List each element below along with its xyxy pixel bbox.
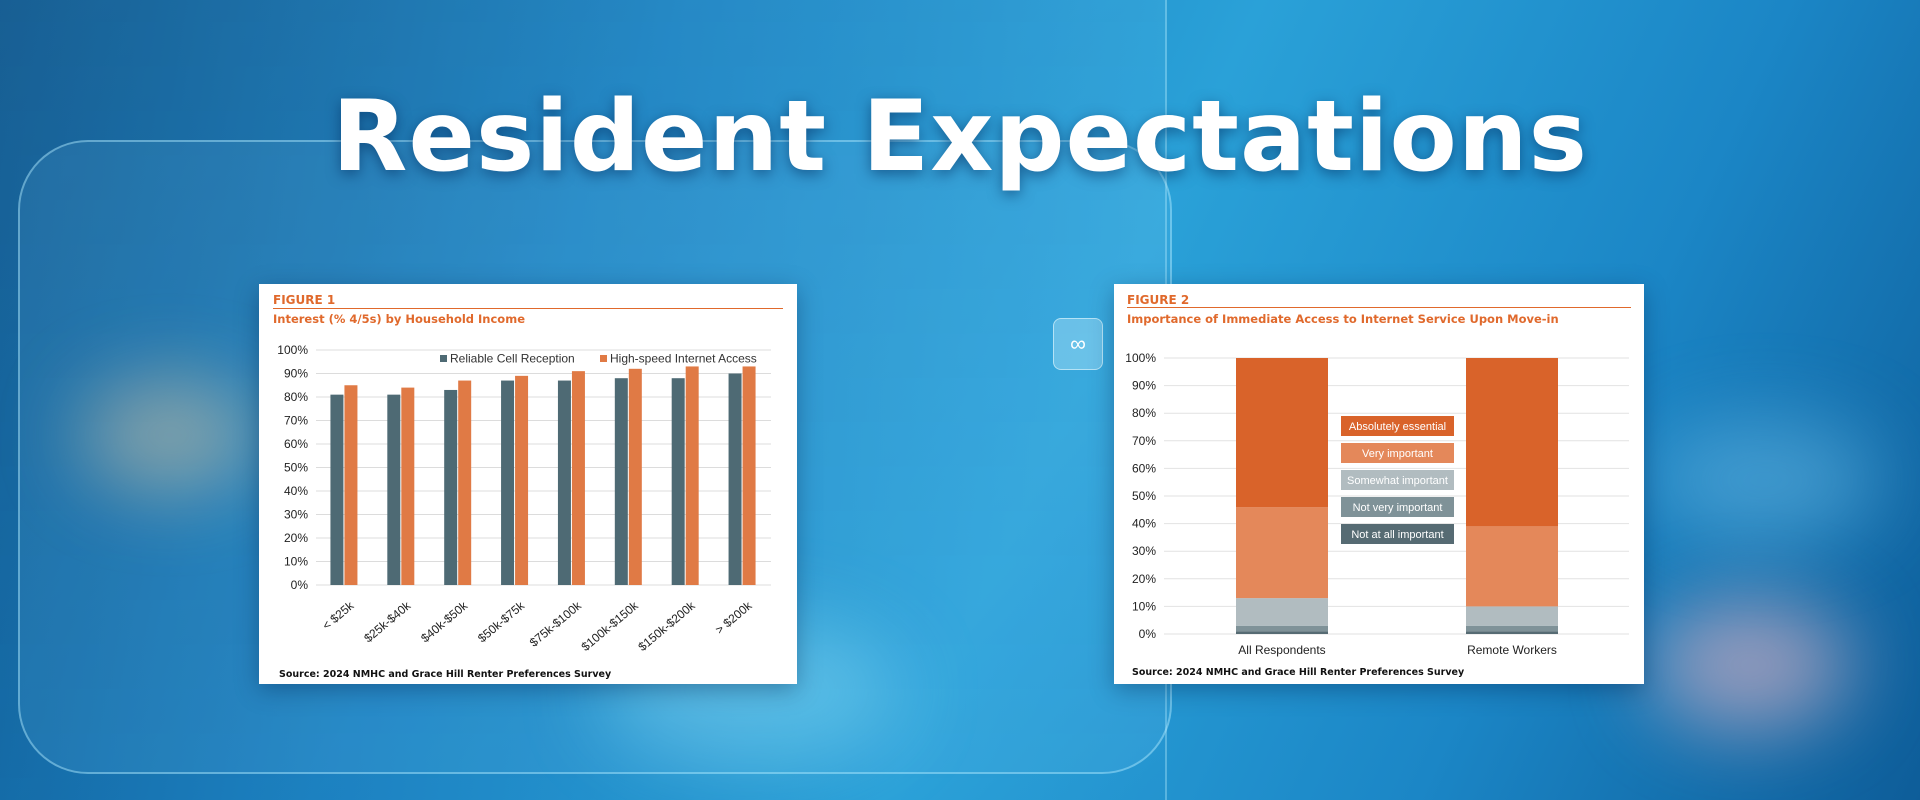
x-tick-label: $100k-$150k xyxy=(579,598,642,654)
bar-cell-reception xyxy=(501,380,515,585)
bar-internet-access xyxy=(458,380,472,585)
x-tick-label: $25k-$40k xyxy=(361,598,414,645)
legend-box xyxy=(1341,443,1454,463)
figure-2-chart: 0% 10% 20% 30% 40% 50% 60% 70% 80% 90% 100% All Res… xyxy=(1125,351,1629,657)
figure-1-source: Source: 2024 NMHC and Grace Hill Renter … xyxy=(279,669,612,680)
y-tick-label: 10% xyxy=(1132,599,1156,613)
y-tick-label: 100% xyxy=(277,344,308,357)
figure-1-label: FIGURE 1 xyxy=(273,293,336,307)
figure-2-source: Source: 2024 NMHC and Grace Hill Renter … xyxy=(1132,667,1465,678)
y-tick-label: 70% xyxy=(1132,434,1156,448)
bar-segment-not-very-important xyxy=(1466,625,1558,632)
y-tick-label: 80% xyxy=(1132,406,1156,420)
y-tick-label: 40% xyxy=(1132,517,1156,531)
bar-cell-reception xyxy=(728,373,742,585)
bar-internet-access xyxy=(685,366,699,585)
bar-segment-somewhat-important xyxy=(1236,598,1328,626)
y-tick-label: 20% xyxy=(1132,572,1156,586)
y-tick-label: 20% xyxy=(284,531,308,545)
legend-label: Very important xyxy=(1362,448,1433,460)
legend-box xyxy=(1341,524,1454,544)
legend-label: Reliable Cell Reception xyxy=(450,352,575,366)
y-tick-label: 0% xyxy=(1139,627,1157,641)
figure-1-title: Interest (% 4/5s) by Household Income xyxy=(273,312,525,326)
bar-segment-not-very-important xyxy=(1236,625,1328,632)
bar-internet-access xyxy=(344,385,358,585)
bar-internet-access xyxy=(742,366,756,585)
legend-label: High-speed Internet Access xyxy=(610,352,757,366)
y-tick-label: 30% xyxy=(1132,544,1156,558)
legend-swatch xyxy=(440,355,447,362)
background-glow xyxy=(1650,600,1850,730)
x-tick-label: $150k-$200k xyxy=(635,598,698,654)
bar-segment-not-at-all-important xyxy=(1466,631,1558,634)
figure-2-title: Importance of Immediate Access to Intern… xyxy=(1127,312,1559,326)
background-glow xyxy=(1650,420,1880,540)
bar-internet-access xyxy=(571,371,585,585)
y-tick-label: 10% xyxy=(284,555,308,569)
x-tick-label: $50k-$75k xyxy=(475,598,528,645)
bar-segment-very-important xyxy=(1236,507,1328,599)
y-tick-label: 50% xyxy=(1132,489,1156,503)
legend-box xyxy=(1341,497,1454,517)
y-tick-label: 80% xyxy=(284,390,308,404)
bar-segment-absolutely-essential xyxy=(1236,358,1328,508)
legend-label: Absolutely essential xyxy=(1349,421,1446,433)
figure-1-chart: 0%10%20%30%40%50%60%70%80%90%100%< $25k $… xyxy=(277,344,771,654)
x-tick-label: Remote Workers xyxy=(1467,643,1557,657)
bar-cell-reception xyxy=(330,394,344,585)
bar-cell-reception xyxy=(614,378,628,585)
legend-swatch xyxy=(600,355,607,362)
x-tick-label: $75k-$100k xyxy=(527,598,585,650)
y-tick-label: 50% xyxy=(284,461,308,475)
bar-cell-reception xyxy=(557,380,571,585)
figure-1-card: FIGURE 1 Interest (% 4/5s) by Household … xyxy=(259,284,797,684)
y-tick-label: 30% xyxy=(284,508,308,522)
bar-segment-somewhat-important xyxy=(1466,606,1558,626)
link-icon: ∞ xyxy=(1053,318,1103,370)
bar-cell-reception xyxy=(444,389,458,585)
bar-cell-reception xyxy=(671,378,685,585)
figure-1-rule xyxy=(273,308,783,309)
bar-segment-very-important xyxy=(1466,526,1558,607)
y-tick-label: 40% xyxy=(284,484,308,498)
legend-label: Not very important xyxy=(1353,502,1443,514)
legend-label: Not at all important xyxy=(1351,529,1443,541)
y-tick-label: 70% xyxy=(284,414,308,428)
x-tick-label: > $200k xyxy=(713,598,756,637)
y-tick-label: 0% xyxy=(291,578,309,592)
bar-cell-reception xyxy=(387,394,401,585)
legend-label: Somewhat important xyxy=(1347,475,1448,487)
page-title: Resident Expectations xyxy=(332,80,1588,194)
bar-internet-access xyxy=(401,387,415,585)
legend-box xyxy=(1341,470,1454,490)
bar-internet-access xyxy=(628,368,642,585)
background-glow xyxy=(80,380,260,490)
y-tick-label: 100% xyxy=(1125,351,1156,365)
bar-segment-not-at-all-important xyxy=(1236,631,1328,634)
y-tick-label: 60% xyxy=(1132,461,1156,475)
y-tick-label: 90% xyxy=(284,367,308,381)
bar-segment-absolutely-essential xyxy=(1466,358,1558,527)
figure-2-label: FIGURE 2 xyxy=(1127,293,1190,307)
legend-box xyxy=(1341,416,1454,436)
x-tick-label: < $25k xyxy=(320,598,358,633)
bar-internet-access xyxy=(515,375,529,585)
figure-2-rule xyxy=(1127,307,1631,308)
y-tick-label: 90% xyxy=(1132,379,1156,393)
x-tick-label: $40k-$50k xyxy=(418,598,471,645)
x-tick-label: All Respondents xyxy=(1238,643,1325,657)
figure-2-card: FIGURE 2 Importance of Immediate Access … xyxy=(1114,284,1644,684)
y-tick-label: 60% xyxy=(284,437,308,451)
